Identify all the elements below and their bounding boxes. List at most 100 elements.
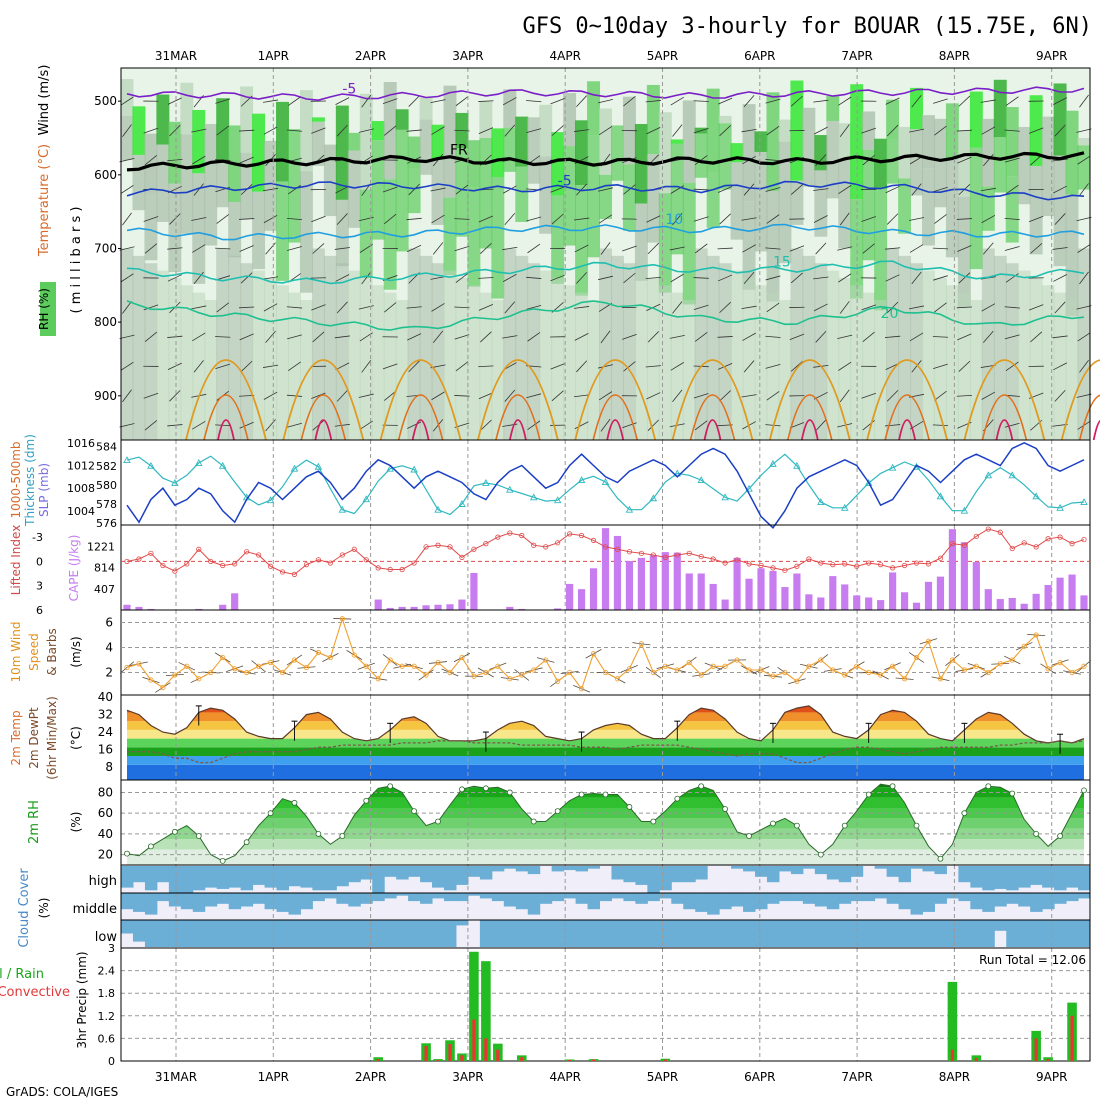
cloud-block — [204, 866, 218, 888]
cloud-block — [790, 920, 804, 947]
isotherm-0 — [126, 86, 1085, 102]
cape-bar — [757, 568, 765, 610]
temp2m-tick: 16 — [98, 742, 113, 756]
wind-barb — [310, 100, 327, 102]
cape-bar — [398, 606, 406, 610]
wind-barb — [693, 100, 709, 102]
thickness-marker — [218, 461, 227, 469]
wind-barb — [647, 419, 660, 431]
wind10-marker — [124, 664, 130, 671]
cloud-block — [228, 866, 242, 888]
cloud-block — [228, 893, 242, 910]
wind-barb — [670, 185, 684, 194]
cloud-block — [647, 893, 660, 902]
cape-bar — [829, 576, 837, 610]
wind-barb — [909, 244, 924, 253]
cape-bar — [446, 604, 454, 610]
wind-barb — [335, 274, 350, 282]
cloud-block — [336, 920, 349, 947]
cape-bar — [147, 608, 155, 610]
wind-barb — [1052, 335, 1068, 339]
cloud-block — [683, 893, 696, 910]
top-date-label: 31MAR — [155, 49, 197, 63]
wind10-marker — [973, 663, 979, 669]
li-marker — [590, 537, 597, 543]
wind-barb — [1004, 306, 1020, 309]
wind-barb — [361, 359, 372, 373]
wind-barb — [790, 184, 803, 195]
cloud-block — [587, 866, 601, 869]
wind-barb — [382, 336, 398, 338]
wind-barb — [382, 98, 398, 105]
cloud-block — [121, 893, 134, 910]
rh-column — [838, 277, 852, 440]
rh-column — [718, 123, 732, 190]
wind-barb — [1005, 184, 1019, 195]
warm-isotherm — [203, 394, 249, 441]
rh-column — [443, 197, 457, 275]
wind10-marker — [866, 669, 872, 676]
wind10-marker — [913, 654, 920, 661]
rh-column — [898, 255, 912, 440]
rh2m-marker — [1057, 833, 1063, 839]
top-date-label: 8APR — [939, 49, 970, 63]
rh-column — [180, 82, 194, 135]
wind10-tick: 4 — [105, 641, 113, 655]
cloud-block — [575, 893, 589, 904]
li-marker — [567, 531, 573, 537]
wind-barb — [670, 96, 684, 106]
rh-column — [945, 157, 959, 258]
cloud-block — [731, 893, 744, 907]
warm-isotherm — [217, 419, 235, 441]
wind10-marker — [878, 672, 884, 678]
rh-column — [132, 154, 146, 211]
wind-barb — [1076, 393, 1092, 398]
cloud-block — [455, 866, 469, 885]
cape-bar — [793, 573, 801, 610]
wind-barb — [813, 303, 828, 312]
rh-column — [898, 126, 912, 179]
cape-bar — [709, 583, 717, 610]
wind-barb — [719, 213, 731, 225]
rh2m-marker — [363, 797, 370, 804]
thickness-marker — [1008, 471, 1016, 479]
cloud-block — [731, 866, 744, 869]
cloud-block — [515, 920, 529, 947]
cape-bar — [697, 573, 705, 610]
wind-barb — [262, 276, 279, 280]
wind10-marker — [806, 663, 812, 669]
thickness-marker — [697, 476, 705, 484]
wind-barb — [1053, 97, 1068, 105]
rh-column — [395, 300, 409, 440]
wind10-marker — [375, 676, 381, 682]
wind-barb — [286, 217, 303, 221]
rh-column — [252, 270, 266, 440]
wind-barb — [1076, 128, 1092, 133]
wind10-marker — [447, 669, 453, 676]
cloud-block — [527, 893, 541, 915]
wind-barb — [908, 128, 925, 133]
li-marker — [1045, 536, 1051, 542]
temp-band — [127, 705, 1084, 713]
li-marker — [471, 546, 477, 552]
cloud-block — [444, 920, 457, 947]
wind-barb — [1053, 185, 1068, 194]
rh-column — [132, 106, 146, 155]
li-marker — [184, 561, 190, 567]
wind10-line — [126, 616, 1085, 690]
rh-column — [1017, 126, 1031, 205]
wind-barb — [908, 305, 925, 310]
wind-barb — [1079, 183, 1089, 196]
wind-barb — [288, 96, 301, 106]
precip-conv-label: Convective — [0, 985, 70, 1000]
rh-column — [670, 139, 684, 144]
rh-band — [127, 797, 1084, 808]
wind-barb — [934, 302, 947, 313]
rh-column — [407, 248, 421, 440]
wind-barb — [288, 184, 301, 195]
wind-barb — [862, 331, 875, 342]
wind-barb — [336, 389, 348, 402]
rh-column — [1077, 248, 1091, 440]
wind-barb — [312, 331, 325, 343]
li-marker — [136, 556, 142, 562]
